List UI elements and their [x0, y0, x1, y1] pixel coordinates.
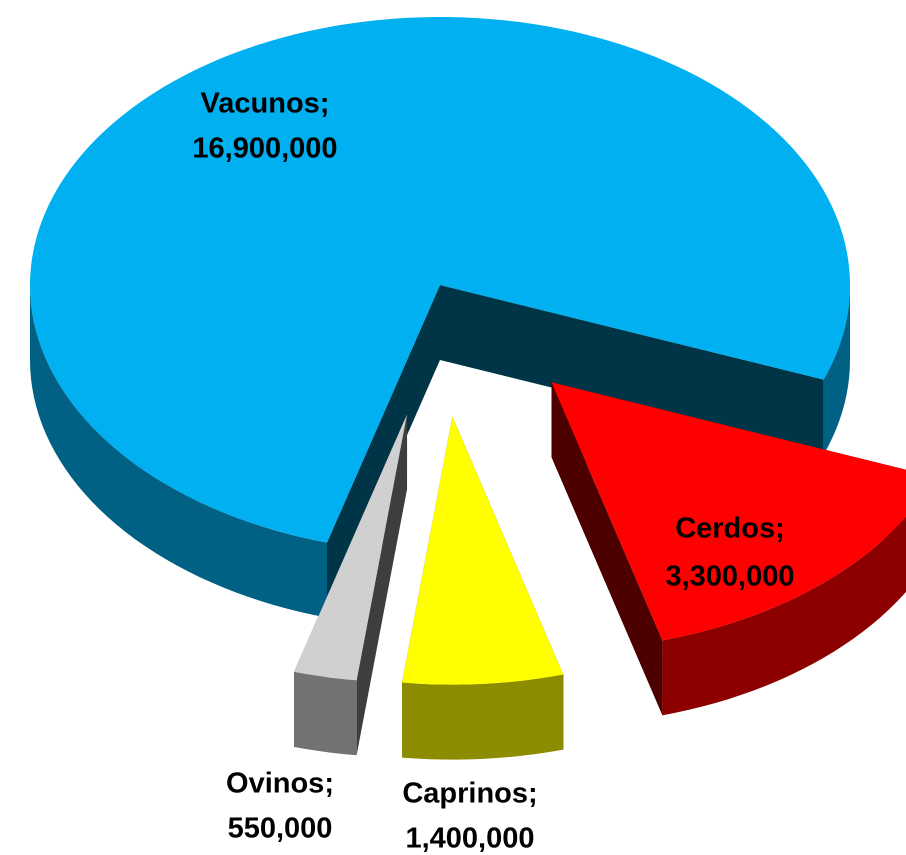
- slice-side: [30, 285, 327, 618]
- slice: [402, 416, 564, 760]
- slice: [294, 414, 408, 756]
- slice-side: [551, 382, 663, 716]
- value-label: 3,300,000: [665, 561, 794, 593]
- slice: [551, 382, 906, 716]
- slice-label: Vacunos;: [201, 88, 330, 120]
- slice-side: [440, 285, 824, 455]
- slice: [402, 416, 564, 685]
- slice-label: Caprinos;: [402, 778, 537, 810]
- value-label: 16,900,000: [192, 133, 337, 165]
- slice: [551, 382, 906, 641]
- slice-label: Cerdos;: [675, 513, 785, 545]
- slice-side: [294, 671, 357, 756]
- slice: [294, 414, 408, 681]
- slice: [30, 17, 850, 543]
- slice-side: [662, 516, 906, 716]
- value-label: 1,400,000: [405, 823, 534, 855]
- slice-side: [823, 285, 850, 455]
- slice-label: Ovinos;: [226, 768, 334, 800]
- value-label: 550,000: [228, 813, 333, 845]
- slice-side: [402, 674, 564, 760]
